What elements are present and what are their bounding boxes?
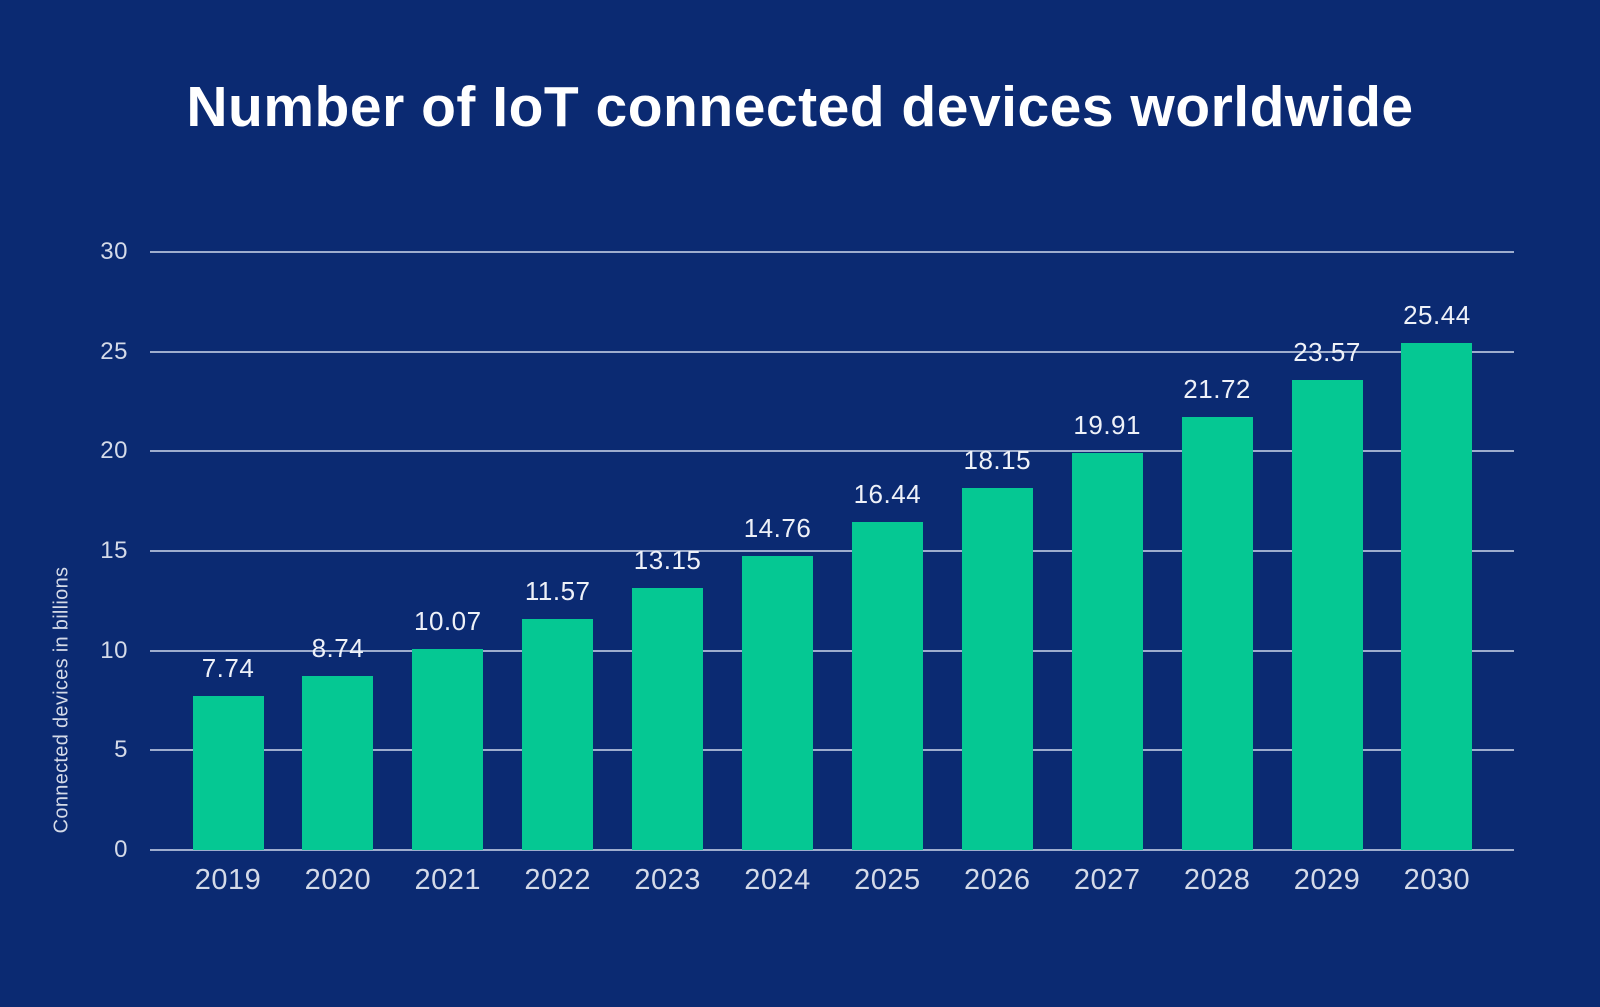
bar bbox=[851, 522, 923, 850]
gridline bbox=[150, 849, 1514, 851]
gridline bbox=[150, 649, 1514, 652]
gridline bbox=[150, 450, 1514, 453]
gridline bbox=[150, 749, 1514, 752]
x-tick-label: 2024 bbox=[744, 864, 811, 896]
bar-value-label: 7.74 bbox=[201, 652, 255, 683]
bar-value-label: 25.44 bbox=[1403, 299, 1471, 330]
bar-value-label: 23.57 bbox=[1293, 337, 1361, 368]
bar bbox=[1071, 453, 1143, 850]
bar-value-label: 19.91 bbox=[1073, 410, 1141, 441]
x-tick-label: 2029 bbox=[1293, 864, 1361, 896]
bar bbox=[742, 555, 813, 850]
y-tick-label: 15 bbox=[100, 537, 128, 564]
x-tick-label: 2022 bbox=[524, 864, 591, 896]
y-tick-label: 30 bbox=[100, 238, 128, 265]
bar bbox=[1401, 342, 1473, 850]
y-tick-label: 0 bbox=[114, 836, 128, 863]
bar bbox=[412, 649, 484, 850]
chart-title: Number of IoT connected devices worldwid… bbox=[186, 75, 1414, 139]
x-tick-label: 2019 bbox=[194, 864, 262, 896]
bar bbox=[1291, 380, 1363, 850]
x-tick-label: 2020 bbox=[304, 864, 372, 896]
bar-value-label: 21.72 bbox=[1183, 374, 1251, 405]
x-tick-label: 2025 bbox=[854, 864, 921, 896]
bar-value-label: 16.44 bbox=[853, 479, 922, 510]
bar bbox=[632, 587, 704, 850]
x-tick-label: 2027 bbox=[1073, 864, 1141, 896]
bar bbox=[192, 695, 264, 850]
x-tick-label: 2028 bbox=[1183, 864, 1251, 896]
x-tick-label: 2023 bbox=[634, 864, 701, 896]
bar-value-label: 18.15 bbox=[963, 445, 1032, 476]
bar-value-label: 10.07 bbox=[414, 606, 482, 637]
bar bbox=[522, 619, 594, 850]
bar-value-label: 11.57 bbox=[524, 576, 591, 607]
y-tick-label: 20 bbox=[100, 437, 128, 465]
y-tick-label: 10 bbox=[100, 636, 128, 664]
plot-area: 7.74 8.74 10.07 11.57 13.15 14.76 16.44 18.15 19… bbox=[150, 251, 1514, 851]
bar bbox=[302, 675, 374, 850]
y-axis-title: Connected devices in billions bbox=[50, 566, 73, 834]
gridline bbox=[150, 550, 1514, 552]
bar-value-label: 13.15 bbox=[633, 544, 702, 575]
y-tick-label: 25 bbox=[100, 337, 128, 365]
bar bbox=[961, 488, 1033, 850]
gridline bbox=[150, 350, 1514, 353]
y-tick-label: 5 bbox=[114, 736, 128, 764]
bar-value-label: 14.76 bbox=[743, 512, 812, 543]
x-tick-label: 2021 bbox=[414, 864, 482, 896]
x-tick-label: 2026 bbox=[964, 864, 1031, 896]
bar-value-label: 8.74 bbox=[311, 632, 365, 663]
x-tick-label: 2030 bbox=[1403, 864, 1471, 896]
bar bbox=[1181, 417, 1253, 850]
gridline bbox=[150, 251, 1514, 253]
